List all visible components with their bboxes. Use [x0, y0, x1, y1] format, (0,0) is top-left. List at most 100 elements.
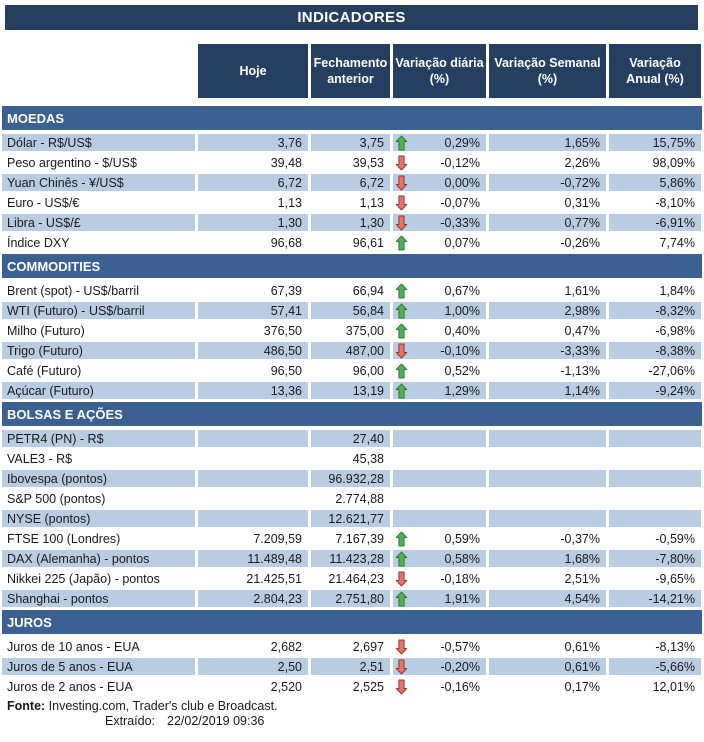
cell-variacao-anual: 5,86% [609, 174, 701, 191]
cell-variacao-diaria: -0,10% [393, 342, 486, 359]
trend-arrow-placeholder [395, 431, 408, 447]
table-row: Juros de 10 anos - EUA 2,682 2,697 -0,57… [2, 638, 702, 655]
table-row: S&P 500 (pontos) 2.774,88 [2, 490, 702, 507]
down-arrow-icon [395, 195, 408, 211]
cell-fechamento-anterior: 2,525 [352, 679, 384, 694]
down-arrow-icon [395, 679, 408, 695]
cell-variacao-diaria [393, 490, 486, 507]
cell-variacao-diaria: 0,07% [393, 234, 486, 251]
cell-variacao-diaria: 0,52% [393, 362, 486, 379]
cell-hoje [198, 450, 308, 467]
down-arrow-icon [395, 659, 408, 675]
table-row: VALE3 - R$ 45,38 [2, 450, 702, 467]
cell-variacao-semanal [489, 450, 606, 467]
variacao-diaria-value: 1,91% [444, 591, 480, 606]
row-label: Café (Futuro) [7, 363, 82, 378]
row-label: VALE3 - R$ [7, 451, 73, 466]
section-title: BOLSAS E AÇÕES [7, 406, 123, 422]
trend-arrow-placeholder [395, 511, 408, 527]
cell-variacao-anual [609, 450, 701, 467]
up-arrow-icon [395, 363, 408, 379]
cell-fechamento-anterior: 66,94 [352, 283, 384, 298]
variacao-diaria-value: -0,20% [440, 659, 480, 674]
table-body: MOEDAS Dólar - R$/US$ 3,76 3,75 0,29% 1,… [2, 106, 702, 695]
cell-variacao-semanal: -0,26% [560, 235, 600, 250]
column-header-fechamento-anterior: Fechamento anterior [311, 44, 390, 98]
cell-variacao-anual: 12,01% [652, 679, 695, 694]
up-arrow-icon [395, 135, 408, 151]
cell-variacao-semanal: 0,31% [564, 195, 600, 210]
cell-variacao-semanal [489, 470, 606, 487]
cell-hoje: 6,72 [198, 174, 308, 191]
variacao-diaria-value: 0,59% [444, 531, 480, 546]
up-arrow-icon [395, 551, 408, 567]
table-row: Nikkei 225 (Japão) - pontos 21.425,51 21… [2, 570, 702, 587]
row-label: Juros de 5 anos - EUA [2, 658, 195, 675]
footer: Fonte: Investing.com, Trader's club e Br… [2, 699, 702, 729]
cell-variacao-diaria [393, 450, 486, 467]
cell-fechamento-anterior: 39,53 [352, 155, 384, 170]
row-label: WTI (Futuro) - US$/barril [2, 302, 195, 319]
cell-variacao-semanal: 1,68% [489, 550, 606, 567]
cell-variacao-anual: 7,74% [659, 235, 695, 250]
row-label: Milho (Futuro) [7, 323, 85, 338]
table-section: MOEDAS Dólar - R$/US$ 3,76 3,75 0,29% 1,… [2, 106, 702, 251]
row-label: Ibovespa (pontos) [2, 470, 195, 487]
trend-arrow-placeholder [395, 471, 408, 487]
cell-variacao-diaria: -0,12% [393, 154, 486, 171]
up-arrow-icon [395, 323, 408, 339]
cell-fechamento-anterior: 2.751,80 [311, 590, 390, 607]
cell-variacao-semanal: -0,37% [560, 531, 600, 546]
down-arrow-icon [395, 639, 408, 655]
cell-hoje: 1,13 [277, 195, 302, 210]
source-label: Fonte: [7, 699, 46, 713]
cell-fechamento-anterior: 11.423,28 [311, 550, 390, 567]
cell-variacao-diaria: -0,33% [393, 214, 486, 231]
row-label: Juros de 10 anos - EUA [7, 639, 140, 654]
cell-variacao-diaria: 0,00% [393, 174, 486, 191]
cell-variacao-anual: -8,38% [609, 342, 701, 359]
cell-hoje: 39,48 [270, 155, 302, 170]
table-row: Juros de 5 anos - EUA 2,50 2,51 -0,20% 0… [2, 658, 702, 675]
up-arrow-icon [395, 235, 408, 251]
section-title: COMMODITIES [7, 258, 101, 274]
variacao-diaria-value: 0,40% [444, 323, 480, 338]
cell-variacao-semanal [489, 510, 606, 527]
cell-fechamento-anterior: 3,75 [311, 134, 390, 151]
variacao-diaria-value: 0,52% [444, 363, 480, 378]
cell-variacao-anual: -14,21% [609, 590, 701, 607]
table-row: WTI (Futuro) - US$/barril 57,41 56,84 1,… [2, 302, 702, 319]
cell-variacao-anual: -8,32% [609, 302, 701, 319]
cell-variacao-anual: -7,80% [609, 550, 701, 567]
variacao-diaria-value: -0,12% [440, 155, 480, 170]
cell-variacao-semanal [489, 490, 606, 507]
row-label: Dólar - R$/US$ [2, 134, 195, 151]
column-header-variacao-diaria: Variação diária (%) [393, 44, 486, 98]
table-row: DAX (Alemanha) - pontos 11.489,48 11.423… [2, 550, 702, 567]
down-arrow-icon [395, 155, 408, 171]
cell-variacao-semanal: 0,47% [564, 323, 600, 338]
cell-variacao-diaria: 1,91% [393, 590, 486, 607]
row-label: Juros de 2 anos - EUA [7, 679, 133, 694]
cell-fechamento-anterior: 2,697 [352, 639, 384, 654]
cell-variacao-anual: -6,91% [609, 214, 701, 231]
column-header-variacao-anual: Variação Anual (%) [609, 44, 701, 98]
up-arrow-icon [395, 283, 408, 299]
up-arrow-icon [395, 531, 408, 547]
cell-fechamento-anterior: 13,19 [311, 382, 390, 399]
cell-variacao-anual: 98,09% [652, 155, 695, 170]
variacao-diaria-value: -0,07% [440, 195, 480, 210]
section-header: MOEDAS [2, 106, 702, 130]
cell-variacao-diaria [393, 510, 486, 527]
cell-variacao-semanal: 2,51% [564, 571, 600, 586]
cell-fechamento-anterior: 96.932,28 [311, 470, 390, 487]
header-spacer [2, 44, 195, 98]
extracted-label: Extraído: [105, 714, 156, 728]
variacao-diaria-value: 1,00% [444, 303, 480, 318]
row-label: Nikkei 225 (Japão) - pontos [7, 571, 160, 586]
cell-variacao-diaria: -0,18% [393, 570, 486, 587]
section-rows: Dólar - R$/US$ 3,76 3,75 0,29% 1,65% 15,… [2, 134, 702, 251]
cell-fechamento-anterior: 375,00 [345, 323, 384, 338]
table-section: JUROS Juros de 10 anos - EUA 2,682 2,697… [2, 610, 702, 695]
section-rows: Brent (spot) - US$/barril 67,39 66,94 0,… [2, 282, 702, 399]
